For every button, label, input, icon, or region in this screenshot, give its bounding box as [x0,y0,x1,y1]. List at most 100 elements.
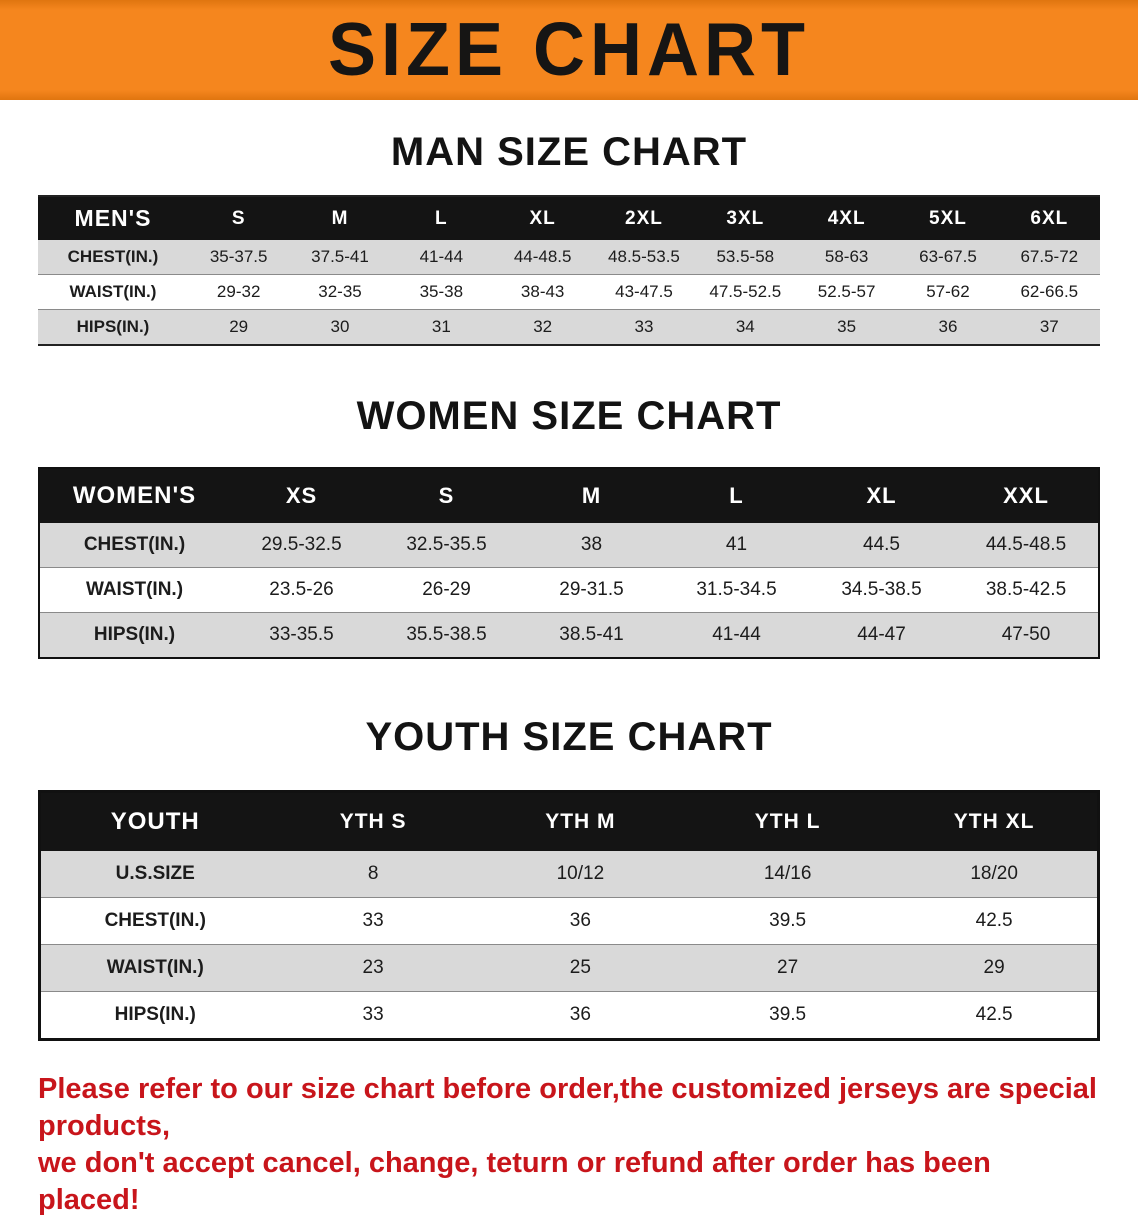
women-size-section: WOMEN SIZE CHART WOMEN'S XS S M L XL XXL CHEST(… [0,394,1138,659]
row-label: HIPS(IN.) [76,317,150,336]
size-value-cell: 8 [367,863,379,884]
disclaimer-line-2: we don't accept cancel, change, teturn o… [38,1147,991,1217]
size-value-cell: 47.5-52.5 [709,282,782,301]
table-corner-label: WOMEN'S [39,468,229,523]
table-row: WAIST(IN.) 23.5-26 26-29 29-31.5 31.5-34.5 34… [39,567,1099,613]
size-column-header: XXL [954,468,1099,523]
size-value-cell: 26-29 [422,579,471,600]
table-row: HIPS(IN.) 33-35.5 35.5-38.5 38.5-41 41-44 44-… [39,612,1099,658]
size-value-cell: 32-35 [318,282,362,301]
size-value-cell: 38.5-42.5 [985,579,1067,600]
size-column-header: M [519,468,664,523]
size-value-cell: 33 [362,1004,384,1025]
size-value-cell: 33-35.5 [269,624,334,645]
size-value-cell: 53.5-58 [716,247,775,266]
size-value-cell: 38-43 [520,282,565,301]
size-value-cell: 29 [229,317,249,336]
size-value-cell: 42.5 [975,1004,1013,1025]
size-value-cell: 48.5-53.5 [608,247,680,266]
table-row: CHEST(IN.) 35-37.5 37.5-41 41-44 44-48.5 48.5… [38,240,1100,275]
size-chart-banner: SIZE CHART [0,0,1138,100]
size-value-cell: 37.5-41 [311,247,369,266]
size-value-cell: 14/16 [763,863,812,884]
size-value-cell: 42.5 [975,910,1013,931]
disclaimer-line-1: Please refer to our size chart before or… [38,1073,1097,1143]
size-value-cell: 52.5-57 [817,282,876,301]
table-row: HIPS(IN.) 33 36 39.5 42.5 [39,991,1099,1040]
size-column-header: 2XL [593,196,695,240]
women-size-table: WOMEN'S XS S M L XL XXL CHEST(IN.) 29.5-32.5 32.5… [38,467,1100,659]
size-value-cell: 30 [330,317,350,336]
size-value-cell: 39.5 [769,1004,807,1025]
size-column-header: YTH M [476,791,684,851]
size-value-cell: 63-67.5 [919,247,977,266]
size-value-cell: 38.5-41 [559,624,624,645]
size-value-cell: 36 [569,1004,591,1025]
size-column-header: XS [229,468,374,523]
size-value-cell: 34.5-38.5 [841,579,922,600]
size-value-cell: 33 [362,910,384,931]
size-value-cell: 44.5-48.5 [985,534,1067,555]
size-column-header: YTH S [269,791,477,851]
size-value-cell: 35-37.5 [209,247,268,266]
size-value-cell: 29.5-32.5 [261,534,342,555]
size-column-header: YTH L [684,791,892,851]
size-column-header: S [374,468,519,523]
men-size-table: MEN'S S M L XL 2XL 3XL 4XL 5XL 6XL CHEST(IN.) 35-37… [38,195,1100,346]
table-row: WAIST(IN.) 29-32 32-35 35-38 38-43 43-47.5 47.… [38,274,1100,310]
size-value-cell: 23 [362,957,384,978]
row-label: WAIST(IN.) [106,957,204,978]
size-value-cell: 31 [431,317,451,336]
row-label: CHEST(IN.) [67,247,159,266]
men-size-section: MAN SIZE CHART MEN'S S M L XL 2XL 3XL 4XL 5XL 6XL… [0,130,1138,346]
row-label: HIPS(IN.) [114,1004,196,1025]
disclaimer-note: Please refer to our size chart before or… [38,1071,1100,1219]
size-value-cell: 10/12 [556,863,605,884]
table-row: WAIST(IN.) 23 25 27 29 [39,944,1099,992]
size-column-header: XL [809,468,954,523]
size-value-cell: 36 [569,910,591,931]
size-value-cell: 41 [725,534,748,555]
size-value-cell: 36 [938,317,958,336]
size-value-cell: 35.5-38.5 [406,624,487,645]
size-value-cell: 41-44 [419,247,464,266]
row-label: WAIST(IN.) [69,282,157,301]
size-value-cell: 25 [569,957,591,978]
size-value-cell: 57-62 [926,282,970,301]
size-value-cell: 38 [580,534,603,555]
table-row: HIPS(IN.) 29 30 31 32 33 34 35 36 37 [38,309,1100,345]
size-value-cell: 37 [1039,317,1059,336]
size-value-cell: 35-38 [419,282,464,301]
size-value-cell: 62-66.5 [1020,282,1079,301]
table-row: CHEST(IN.) 29.5-32.5 32.5-35.5 38 41 44.5 44.5… [39,523,1099,568]
size-value-cell: 27 [777,957,799,978]
youth-size-section: YOUTH SIZE CHART YOUTH YTH S YTH M YTH L YTH… [0,715,1138,1041]
size-value-cell: 35 [837,317,857,336]
banner-title: SIZE CHART [328,8,810,93]
size-value-cell: 32.5-35.5 [406,534,487,555]
size-value-cell: 43-47.5 [615,282,673,301]
row-label: CHEST(IN.) [83,534,186,555]
size-value-cell: 29-31.5 [559,579,624,600]
size-column-header: L [390,196,492,240]
size-value-cell: 34 [735,317,755,336]
table-corner-label: YOUTH [39,791,270,851]
size-value-cell: 47-50 [1001,624,1051,645]
row-label: WAIST(IN.) [85,579,184,600]
size-column-header: 3XL [694,196,796,240]
size-value-cell: 44.5 [863,534,900,555]
size-column-header: 5XL [897,196,999,240]
table-row: U.S.SIZE 8 10/12 14/16 18/20 [39,851,1099,898]
header-row: MEN'S S M L XL 2XL 3XL 4XL 5XL 6XL [38,196,1100,240]
size-column-header: 4XL [795,196,898,240]
row-label: CHEST(IN.) [104,910,206,931]
youth-section-heading: YOUTH SIZE CHART [365,715,773,759]
size-value-cell: 67.5-72 [1020,247,1079,266]
size-value-cell: 39.5 [769,910,807,931]
size-value-cell: 29-32 [216,282,261,301]
youth-size-table: YOUTH YTH S YTH M YTH L YTH XL U.S.SIZE 8 10/12… [38,790,1100,1041]
row-label: U.S.SIZE [115,863,195,884]
size-column-header: 6XL [998,196,1100,240]
size-column-header: XL [491,196,594,240]
size-value-cell: 31.5-34.5 [696,579,777,600]
